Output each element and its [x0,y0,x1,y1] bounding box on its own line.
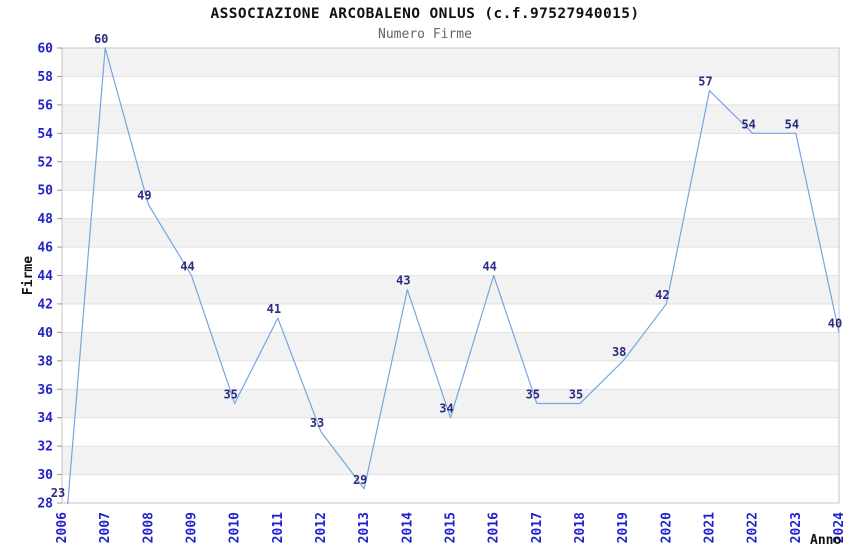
plot-band [62,417,839,447]
data-point-label: 35 [223,387,237,401]
data-point-label: 43 [396,274,410,288]
plot-band [62,332,839,361]
chart-subtitle: Numero Firme [378,27,472,42]
x-tick-label: 2007 [98,512,113,543]
data-point-label: 44 [482,260,496,274]
x-tick-label: 2013 [357,512,372,543]
y-tick-label: 60 [37,42,53,57]
y-tick-label: 52 [37,155,53,170]
plot-band [62,161,839,191]
plot-band [62,389,839,418]
data-point-label: 29 [353,473,367,487]
data-point-label: 60 [94,32,108,46]
chart-title: ASSOCIAZIONE ARCOBALENO ONLUS (c.f.97527… [210,6,640,22]
y-tick-label: 50 [37,184,53,199]
data-point-label: 54 [785,117,799,131]
y-tick-label: 46 [37,241,53,256]
x-tick-label: 2008 [141,512,156,543]
plot-bands [62,48,839,503]
x-tick-label: 2022 [746,512,761,543]
x-tick-label: 2023 [789,512,804,543]
x-tick-label: 2009 [185,512,200,543]
y-tick-label: 28 [37,497,53,512]
y-tick-label: 36 [37,383,53,398]
x-tick-label: 2011 [271,512,286,543]
y-tick-label: 34 [37,411,53,426]
y-tick-label: 42 [37,297,53,312]
data-point-label: 54 [741,117,755,131]
x-tick-label: 2012 [314,512,329,543]
x-tick-label: 2020 [659,512,674,543]
data-point-label: 34 [439,402,453,416]
y-tick-label: 44 [37,269,53,284]
x-tick-label: 2014 [400,512,415,543]
y-tick-label: 54 [37,127,53,142]
data-point-label: 49 [137,188,151,202]
x-tick-label: 2018 [573,512,588,543]
data-point-label: 23 [51,486,65,500]
plot-band [62,218,839,248]
plot-band [62,474,839,503]
data-point-label: 41 [267,302,281,316]
data-point-label: 57 [698,75,712,89]
plot-band [62,360,839,390]
plot-band [62,275,839,304]
y-tick-label: 32 [37,440,53,455]
x-tick-label: 2006 [55,512,70,543]
x-tick-label: 2024 [832,512,847,543]
x-axis-title: Anno [810,533,841,548]
x-tick-label: 2021 [703,512,718,543]
data-point-label: 44 [180,260,194,274]
data-point-label: 35 [526,387,540,401]
plot-band [62,133,839,162]
plot-band [62,303,839,333]
plot-band [62,247,839,276]
y-axis-title: Firme [21,256,36,295]
y-tick-label: 48 [37,212,53,227]
y-tick-label: 58 [37,70,53,85]
y-axis: 28 30 32 34 36 38 40 42 44 46 48 50 52 54 56 58 60 [37,42,62,512]
x-tick-label: 2019 [616,512,631,543]
plot-band [62,48,839,77]
data-point-label: 40 [828,316,842,330]
data-point-label: 38 [612,345,626,359]
data-point-label: 33 [310,416,324,430]
x-tick-label: 2010 [228,512,243,543]
plot-band [62,76,839,105]
data-point-labels: 23 60 49 44 35 41 33 29 43 34 44 35 35 38 42 57 54 54 40 [51,32,842,500]
x-tick-label: 2015 [444,512,459,543]
y-tick-label: 30 [37,468,53,483]
plot-band [62,104,839,134]
data-line [67,47,840,504]
x-tick-label: 2017 [530,512,545,543]
data-point-label: 42 [655,288,669,302]
x-axis: 2006 2007 2008 2009 2010 2011 2012 2013 2014 2015… [55,512,847,543]
y-tick-label: 40 [37,326,53,341]
plot-band [62,446,839,475]
plot-band [62,190,839,219]
x-tick-label: 2016 [487,512,502,543]
y-tick-label: 56 [37,98,53,113]
data-point-label: 35 [569,387,583,401]
data-line-group [67,47,840,504]
y-tick-label: 38 [37,354,53,369]
